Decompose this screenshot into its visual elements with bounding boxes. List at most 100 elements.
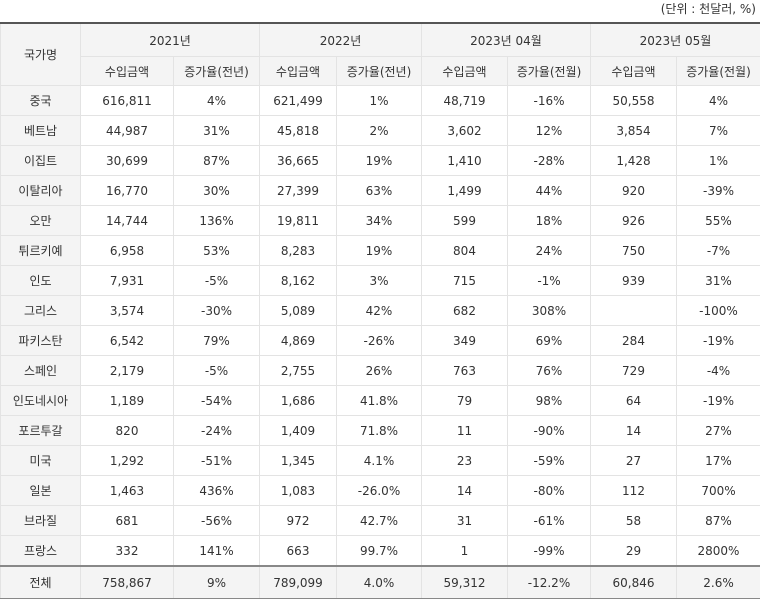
growth-cell: 700% [677,476,760,506]
amount-cell: 332 [81,536,174,567]
amount-cell: 8,162 [260,266,337,296]
amount-cell: 599 [422,206,508,236]
country-cell: 인도 [1,266,81,296]
amount-cell: 763 [422,356,508,386]
growth-cell: -5% [174,356,260,386]
amount-cell: 2,755 [260,356,337,386]
amount-cell: 58 [591,506,677,536]
growth-cell: 71.8% [337,416,422,446]
growth-cell: -59% [508,446,591,476]
growth-cell: 34% [337,206,422,236]
country-cell: 중국 [1,86,81,116]
amount-cell: 820 [81,416,174,446]
total-cell: 60,846 [591,566,677,599]
amount-cell: 1 [422,536,508,567]
amount-cell: 45,818 [260,116,337,146]
growth-cell: 2% [337,116,422,146]
total-row: 전체 758,867 9% 789,099 4.0% 59,312 -12.2%… [1,566,760,599]
import-table: 국가명 2021년 2022년 2023년 04월 2023년 05월 수입금액… [0,22,760,599]
total-cell: -12.2% [508,566,591,599]
country-cell: 튀르키예 [1,236,81,266]
country-cell: 포르투갈 [1,416,81,446]
growth-cell: 31% [174,116,260,146]
amount-cell: 621,499 [260,86,337,116]
amount-cell: 14 [591,416,677,446]
country-cell: 인도네시아 [1,386,81,416]
amount-cell: 6,542 [81,326,174,356]
growth-cell: 99.7% [337,536,422,567]
amount-cell: 19,811 [260,206,337,236]
growth-cell: -56% [174,506,260,536]
growth-cell: -30% [174,296,260,326]
growth-cell: 31% [677,266,760,296]
growth-cell: 1% [677,146,760,176]
period-header-2023-04: 2023년 04월 [422,23,591,57]
amount-cell: 30,699 [81,146,174,176]
growth-cell: -5% [174,266,260,296]
growth-cell: -7% [677,236,760,266]
amount-cell: 11 [422,416,508,446]
country-cell: 브라질 [1,506,81,536]
country-cell: 일본 [1,476,81,506]
sub-header-growth: 증가율(전월) [677,57,760,86]
amount-cell: 44,987 [81,116,174,146]
amount-cell: 8,283 [260,236,337,266]
growth-cell: -4% [677,356,760,386]
growth-cell: -61% [508,506,591,536]
sub-header-amount: 수입금액 [422,57,508,86]
growth-cell: 136% [174,206,260,236]
amount-cell: 804 [422,236,508,266]
growth-cell: 17% [677,446,760,476]
total-label: 전체 [1,566,81,599]
growth-cell: 4.1% [337,446,422,476]
growth-cell: 30% [174,176,260,206]
growth-cell: 2800% [677,536,760,567]
amount-cell: 1,463 [81,476,174,506]
growth-cell: 18% [508,206,591,236]
amount-cell: 284 [591,326,677,356]
amount-cell: 926 [591,206,677,236]
country-cell: 베트남 [1,116,81,146]
amount-cell: 1,292 [81,446,174,476]
growth-cell: 87% [174,146,260,176]
growth-cell: 87% [677,506,760,536]
amount-cell: 1,189 [81,386,174,416]
growth-cell: 69% [508,326,591,356]
total-cell: 758,867 [81,566,174,599]
amount-cell: 36,665 [260,146,337,176]
growth-cell: 12% [508,116,591,146]
growth-cell: 3% [337,266,422,296]
amount-cell: 4,869 [260,326,337,356]
country-cell: 이집트 [1,146,81,176]
sub-header-growth: 증가율(전월) [508,57,591,86]
growth-cell: 141% [174,536,260,567]
growth-cell: -100% [677,296,760,326]
amount-cell: 972 [260,506,337,536]
amount-cell: 663 [260,536,337,567]
growth-cell: -80% [508,476,591,506]
amount-cell: 6,958 [81,236,174,266]
growth-cell: 76% [508,356,591,386]
growth-cell: 19% [337,236,422,266]
amount-cell: 64 [591,386,677,416]
growth-cell: -19% [677,326,760,356]
country-cell: 미국 [1,446,81,476]
amount-cell: 1,410 [422,146,508,176]
growth-cell: 1% [337,86,422,116]
growth-cell: 79% [174,326,260,356]
sub-header-amount: 수입금액 [81,57,174,86]
total-cell: 9% [174,566,260,599]
country-cell: 스페인 [1,356,81,386]
growth-cell: 24% [508,236,591,266]
